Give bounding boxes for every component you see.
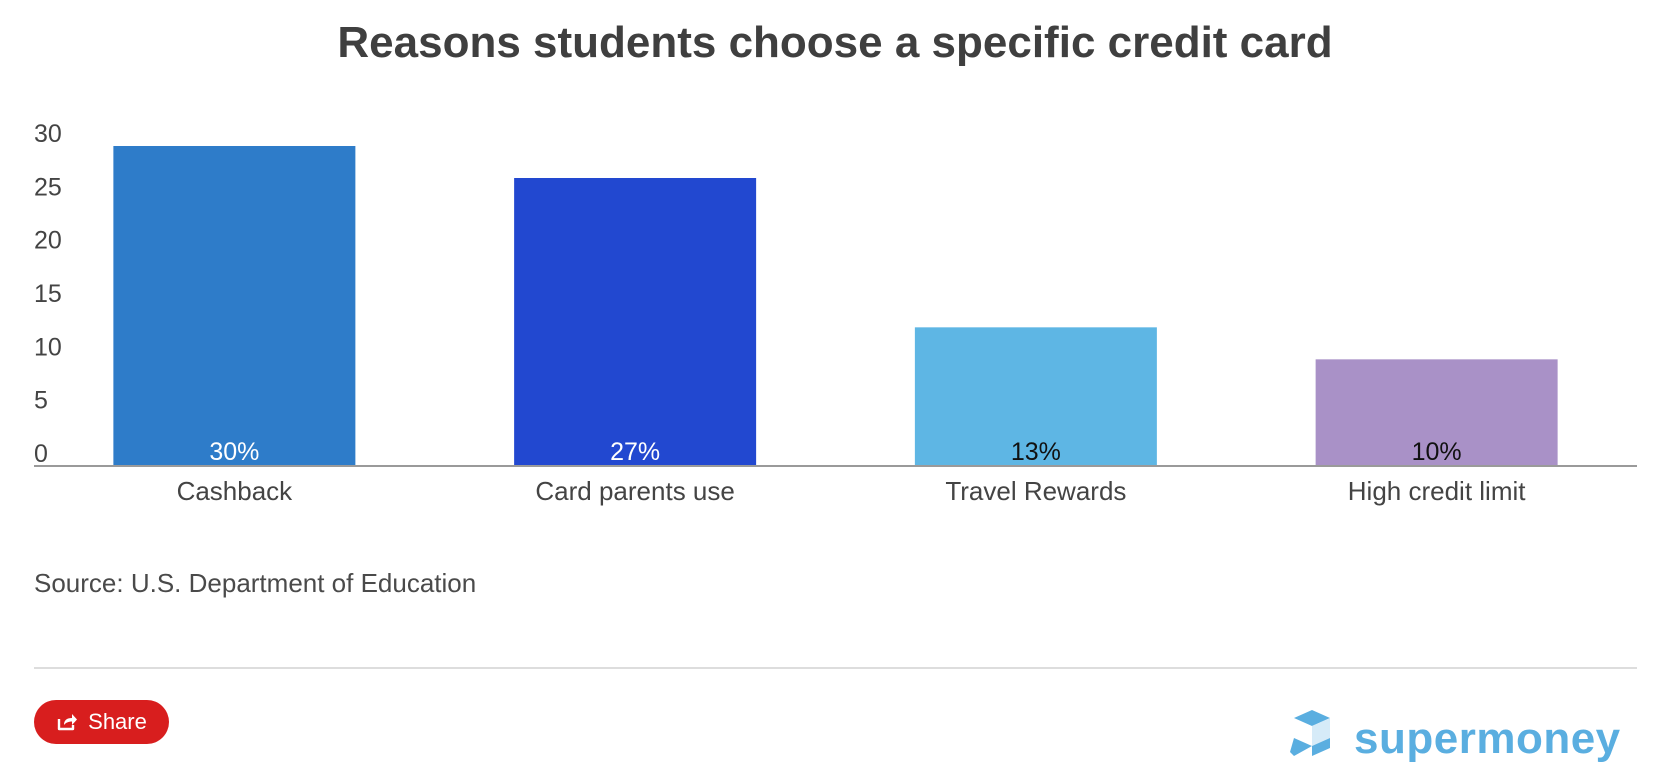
chart-title: Reasons students choose a specific credi… (337, 18, 1333, 67)
footer-divider (34, 667, 1637, 669)
data-label: 10% (1412, 438, 1462, 466)
share-button[interactable]: Share (34, 700, 169, 744)
y-tick-label: 0 (34, 440, 48, 468)
y-tick-label: 30 (34, 120, 62, 148)
supermoney-logo[interactable]: supermoney (1290, 708, 1621, 769)
y-tick-label: 20 (34, 227, 62, 255)
data-label: 27% (610, 438, 660, 466)
share-icon (56, 712, 78, 732)
bar-high-credit-limit (1315, 359, 1558, 466)
bar-chart: 0 5 10 15 20 25 30 30% Cashback 27% Card parents u… (34, 120, 1637, 506)
bar-cashback (113, 146, 356, 466)
source-note: Source: U.S. Department of Education (34, 568, 477, 598)
supermoney-logo-text: supermoney (1354, 713, 1621, 763)
x-tick-label: High credit limit (1348, 476, 1526, 506)
bar-card-parents-use (514, 178, 757, 466)
data-label: 13% (1011, 438, 1061, 466)
data-label: 30% (209, 438, 259, 466)
y-tick-label: 25 (34, 173, 62, 201)
x-tick-label: Travel Rewards (945, 476, 1126, 506)
supermoney-logo-icon (1290, 708, 1346, 769)
x-tick-label: Card parents use (535, 476, 734, 506)
x-tick-label: Cashback (177, 476, 294, 506)
bar-travel-rewards (914, 327, 1157, 466)
share-label: Share (88, 709, 147, 734)
y-tick-label: 15 (34, 280, 62, 308)
y-tick-label: 5 (34, 387, 48, 415)
y-tick-label: 10 (34, 333, 62, 361)
